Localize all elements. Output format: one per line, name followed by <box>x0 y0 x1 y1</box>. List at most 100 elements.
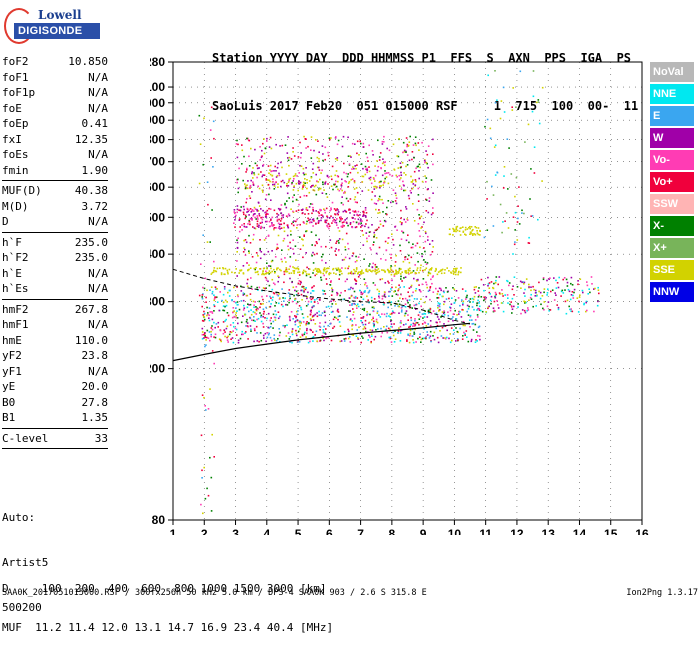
echo-point <box>241 333 243 336</box>
echo-point <box>432 310 435 312</box>
echo-point <box>237 187 240 190</box>
echo-point <box>410 319 413 322</box>
echo-point <box>477 290 480 292</box>
echo-point <box>253 227 256 229</box>
logo-swirl-icon <box>4 8 34 44</box>
echo-point <box>210 330 212 333</box>
echo-point <box>507 227 510 229</box>
echo-point <box>389 271 392 273</box>
echo-point <box>597 300 599 303</box>
echo-point <box>248 220 251 223</box>
echo-point <box>462 231 465 233</box>
echo-point <box>242 299 245 302</box>
echo-point <box>408 305 411 308</box>
echo-point <box>206 289 208 292</box>
echo-point <box>356 214 358 216</box>
echo-point <box>406 154 409 156</box>
echo-point <box>484 125 486 128</box>
echo-point <box>224 335 226 338</box>
echo-point <box>585 300 588 303</box>
echo-point <box>386 331 389 334</box>
echo-point <box>486 198 488 200</box>
echo-point <box>362 298 365 301</box>
echo-point <box>442 295 444 298</box>
echo-point <box>288 295 291 297</box>
echo-point <box>351 320 353 322</box>
echo-point <box>336 292 339 295</box>
echo-point <box>285 261 287 263</box>
echo-point <box>322 268 325 271</box>
echo-point <box>429 272 432 275</box>
echo-point <box>401 305 404 308</box>
echo-point <box>598 292 600 295</box>
echo-point <box>453 288 456 291</box>
echo-point <box>400 177 402 179</box>
echo-point <box>356 307 358 309</box>
echo-point <box>483 296 485 298</box>
echo-point <box>369 176 372 179</box>
echo-point <box>237 178 239 181</box>
echo-point <box>310 186 312 188</box>
echo-point <box>268 332 270 335</box>
echo-point <box>232 330 234 332</box>
echo-point <box>372 317 374 320</box>
echo-point <box>266 336 269 339</box>
echo-point <box>425 281 427 284</box>
echo-point <box>315 234 317 237</box>
echo-point <box>373 298 376 300</box>
echo-point <box>429 268 432 270</box>
echo-point <box>432 291 435 293</box>
echo-point <box>246 262 248 264</box>
echo-point <box>265 237 267 240</box>
echo-point <box>387 306 389 309</box>
echo-point <box>269 326 272 328</box>
param-row: h`Es N/A <box>2 281 108 297</box>
param-name: hmF1 <box>2 318 29 331</box>
echo-point <box>290 311 293 313</box>
echo-point <box>269 336 272 339</box>
echo-point <box>307 217 309 220</box>
echo-point <box>355 335 358 337</box>
echo-point <box>410 256 413 259</box>
echo-point <box>493 282 495 285</box>
echo-point <box>483 289 485 292</box>
echo-point <box>232 341 235 344</box>
echo-point <box>461 338 464 340</box>
echo-point <box>247 303 249 305</box>
echo-point <box>279 228 281 230</box>
echo-point <box>317 271 319 274</box>
echo-point <box>419 336 421 338</box>
echo-point <box>425 181 427 183</box>
echo-point <box>259 306 261 309</box>
echo-point <box>363 258 365 260</box>
echo-point <box>387 327 390 330</box>
echo-point <box>321 169 323 172</box>
echo-point <box>374 180 376 182</box>
echo-point <box>301 289 303 292</box>
echo-point <box>397 288 400 291</box>
echo-point <box>270 317 272 319</box>
echo-point <box>336 212 339 215</box>
echo-point <box>357 305 360 308</box>
echo-point <box>548 309 551 311</box>
echo-point <box>296 218 298 221</box>
echo-point <box>217 321 220 324</box>
echo-point <box>452 287 454 289</box>
echo-point <box>362 213 365 216</box>
echo-point <box>477 296 480 298</box>
echo-point <box>293 220 295 222</box>
echo-point <box>271 270 273 273</box>
echo-point <box>224 273 226 276</box>
echo-point <box>337 175 340 178</box>
echo-point <box>557 306 560 309</box>
echo-point <box>383 141 385 143</box>
echo-point <box>368 289 371 292</box>
echo-point <box>204 497 207 500</box>
echo-point <box>207 494 210 497</box>
echo-point <box>343 330 346 333</box>
echo-point <box>422 317 424 319</box>
echo-point <box>285 267 288 269</box>
echo-point <box>300 281 302 284</box>
legend-item-x-: X+ <box>650 238 694 258</box>
echo-point <box>256 220 259 223</box>
